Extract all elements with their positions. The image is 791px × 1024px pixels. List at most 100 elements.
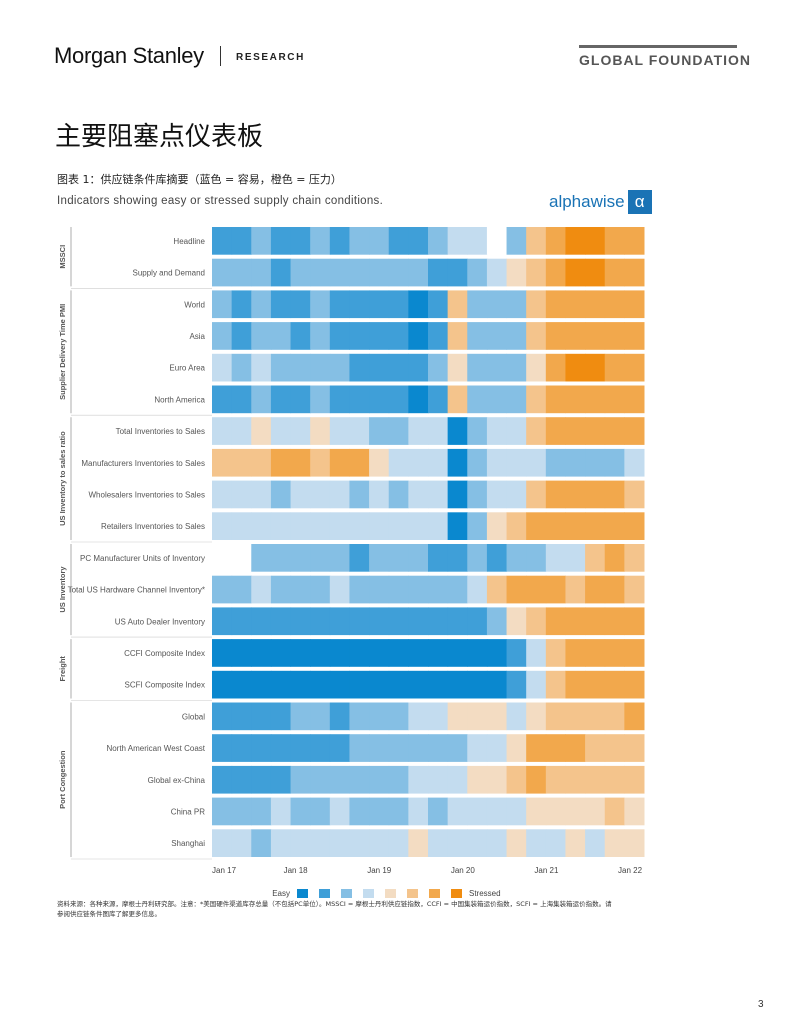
- heat-cell: [212, 829, 233, 857]
- heat-cell: [251, 639, 272, 667]
- heat-cell: [388, 480, 409, 509]
- heat-cell: [565, 290, 586, 319]
- heat-cell: [329, 734, 350, 762]
- heat-cell: [388, 417, 409, 445]
- heat-cell: [624, 544, 645, 572]
- heat-cell: [585, 480, 606, 509]
- heat-cell: [624, 702, 645, 731]
- heat-cell: [585, 797, 606, 826]
- heat-cell: [270, 417, 292, 445]
- heat-cell: [408, 290, 429, 319]
- page-title: 主要阻塞点仪表板: [55, 122, 264, 152]
- heat-cell: [212, 322, 233, 350]
- heat-cell: [486, 227, 508, 255]
- heat-cell: [565, 765, 586, 794]
- heat-cell: [349, 512, 370, 540]
- heat-cell: [565, 607, 586, 636]
- heat-cell: [447, 385, 468, 414]
- heat-cell: [310, 322, 331, 350]
- heat-cell: [526, 227, 547, 255]
- heat-cell: [428, 322, 449, 350]
- heat-cell: [310, 258, 331, 287]
- heat-cell: [231, 575, 252, 604]
- heat-cell: [212, 575, 233, 604]
- heat-cell: [506, 670, 527, 699]
- heat-cell: [428, 607, 449, 636]
- heat-cell: [428, 829, 449, 857]
- heat-cell: [349, 607, 370, 636]
- heat-cell: [447, 670, 468, 699]
- heat-cell: [565, 544, 586, 572]
- heat-cell: [506, 734, 527, 762]
- heat-cell: [388, 702, 409, 731]
- heat-cell: [624, 512, 645, 540]
- heat-cell: [447, 448, 468, 477]
- heat-cell: [604, 639, 625, 667]
- heat-cell: [585, 353, 606, 382]
- heat-cell: [349, 480, 370, 509]
- heat-cell: [486, 575, 508, 604]
- heat-cell: [486, 639, 508, 667]
- series-rule: [579, 45, 737, 48]
- heat-cell: [585, 702, 606, 731]
- heat-cell: [290, 353, 311, 382]
- heat-cell: [310, 385, 331, 414]
- heat-cell: [251, 227, 272, 255]
- legend-swatch: [319, 889, 330, 898]
- heat-cell: [290, 385, 311, 414]
- heat-cell: [526, 607, 547, 636]
- row-label: Global: [182, 712, 205, 721]
- heat-cell: [604, 702, 625, 731]
- heat-cell: [388, 322, 409, 350]
- heat-cell: [526, 480, 547, 509]
- x-tick-label: Jan 20: [451, 866, 476, 875]
- heat-cell: [467, 765, 488, 794]
- heat-cell: [585, 227, 606, 255]
- heat-cell: [408, 829, 429, 857]
- heat-cell: [624, 258, 645, 287]
- heat-cell: [604, 829, 625, 857]
- heat-cell: [604, 385, 625, 414]
- heat-cell: [428, 290, 449, 319]
- heat-cell: [270, 575, 292, 604]
- heat-cell: [585, 829, 606, 857]
- heat-cell: [486, 353, 508, 382]
- heat-cell: [506, 290, 527, 319]
- heat-cell: [369, 417, 390, 445]
- heat-cell: [428, 765, 449, 794]
- heat-cell: [526, 385, 547, 414]
- heat-cell: [467, 448, 488, 477]
- heat-cell: [526, 417, 547, 445]
- row-label: Headline: [173, 237, 205, 246]
- heat-cell: [506, 480, 527, 509]
- heat-cell: [212, 385, 233, 414]
- chart-subtitle: Indicators showing easy or stressed supp…: [57, 195, 384, 207]
- heat-cell: [408, 353, 429, 382]
- alpha-icon: α: [627, 190, 652, 214]
- row-label: SCFI Composite Index: [125, 681, 205, 690]
- heat-cell: [506, 829, 527, 857]
- heat-cell: [624, 227, 645, 255]
- heat-cell: [349, 322, 370, 350]
- heat-cell: [565, 639, 586, 667]
- heat-cell: [290, 480, 311, 509]
- heat-cell: [447, 575, 468, 604]
- heat-cell: [624, 829, 645, 857]
- heat-cell: [251, 734, 272, 762]
- heat-cell: [545, 765, 566, 794]
- heat-cell: [212, 290, 233, 319]
- row-label: China PR: [171, 807, 205, 816]
- heat-cell: [467, 227, 488, 255]
- heat-cell: [231, 227, 252, 255]
- heat-cell: [408, 480, 429, 509]
- heat-cell: [467, 417, 488, 445]
- heat-cell: [408, 227, 429, 255]
- heat-cell: [506, 227, 527, 255]
- heat-cell: [251, 258, 272, 287]
- heat-cell: [212, 480, 233, 509]
- heat-cell: [545, 670, 566, 699]
- heat-cell: [506, 512, 527, 540]
- supply-chain-heatmap: Headline Supply and Demand MSSCI World Asia E…: [58, 227, 645, 898]
- heat-cell: [231, 765, 252, 794]
- heat-cell: [231, 734, 252, 762]
